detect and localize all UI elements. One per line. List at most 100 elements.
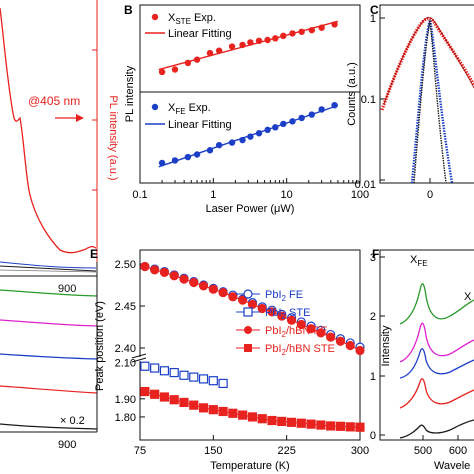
panel-c: C Counts (a.u.) 1 0.1 0.01 0 <box>346 3 474 201</box>
panel-b-point-fe <box>318 106 325 113</box>
panel-e-ytick-label: 2.40 <box>115 343 136 355</box>
panel-d-green-trace <box>0 289 98 297</box>
panel-f-green-trace <box>399 283 474 325</box>
panel-e-legend-marker-ste <box>243 307 253 317</box>
panel-b-point-fe <box>184 153 192 161</box>
panel-b-point-fe <box>247 133 254 140</box>
panel-f-ytick-label: 0 <box>370 430 376 442</box>
panel-b-point-ste <box>206 49 214 57</box>
panel-f: F Intensity 0 1 2 3 500 600 XFE X Wavele <box>370 247 474 472</box>
panel-e-ytick-label: 1.80 <box>115 412 136 424</box>
panel-e-point-pbi2-hbn-fe <box>326 332 336 342</box>
panel-c-ytick-0.1: 0.1 <box>361 94 376 106</box>
panel-f-ytick-label: 2 <box>370 311 376 323</box>
panel-e-point-pbi2-hbn-fe <box>296 319 306 330</box>
panel-b-point-ste <box>308 26 315 34</box>
panel-b-xtick-label: 10 <box>281 189 293 201</box>
panel-d-black-trace <box>0 423 98 430</box>
panel-b-point-fe <box>264 126 271 134</box>
panel-d-annotation: × 0.2 <box>60 415 85 427</box>
panel-c-blue-trace <box>410 19 454 184</box>
panel-e-point-pbi2-hbn-ste <box>296 418 306 428</box>
panel-e-point-pbi2-hbn-fe <box>316 328 326 338</box>
panel-f-label: F <box>372 247 379 261</box>
panel-a-ylabel: PL intensity (a.u.) <box>107 95 119 180</box>
panel-e-point-pbi2-hbn-fe <box>208 284 218 294</box>
panel-c-xtick-0: 0 <box>427 189 433 201</box>
panel-d: × 0.2 900 <box>0 262 98 451</box>
panel-b-point-fe <box>193 151 201 158</box>
panel-e-legend: PbI2 FE PbI2 STE PbI2/hBN FE PbI2/hBN ST… <box>236 289 335 357</box>
panel-e-point-pbi2-hbn-fe <box>306 324 316 334</box>
panel-e-point-pbi2-hbn-ste <box>316 420 326 430</box>
panel-e-point-pbi2-hbn-fe <box>179 274 189 284</box>
panel-a: @405 nm PL intensity (a.u.) 900 <box>0 0 119 295</box>
panel-e-point-pbi2-ste <box>169 367 179 378</box>
panel-e-point-pbi2-ste <box>208 376 218 386</box>
panel-e-xtick-label: 300 <box>351 445 369 457</box>
panel-b-point-fe <box>298 114 305 122</box>
panel-e-axis-break <box>131 357 147 363</box>
panel-e-ytick-label: 1.90 <box>115 394 136 406</box>
panel-b-top-series <box>158 20 339 76</box>
panel-e-point-pbi2-hbn-ste <box>257 414 267 424</box>
panel-e-axis-break <box>131 353 147 359</box>
panel-e-xtick-label: 150 <box>204 445 222 457</box>
panel-b-point-ste <box>239 41 246 49</box>
panel-b-point-ste <box>158 68 166 76</box>
panel-e-legend-label: PbI2/hBN STE <box>265 343 335 357</box>
panel-b-ylabel: PL intensity <box>124 65 136 122</box>
panel-f-ticks: 0 1 2 3 500 600 <box>370 252 467 457</box>
panel-e-xtick-label: 225 <box>277 445 295 457</box>
panel-e-point-pbi2-hbn-ste <box>286 417 297 427</box>
panel-e-series <box>140 261 365 432</box>
panel-e-point-pbi2-hbn-fe <box>238 295 248 305</box>
panel-b-legend-marker-ste <box>151 13 159 21</box>
panel-a-arrow-head <box>76 114 84 122</box>
panel-f-peak-label: XFE <box>410 254 428 268</box>
panel-e-point-pbi2-hbn-fe <box>228 292 238 302</box>
panel-e: E 75 150 225 300 1.80 1.90 2.10 2.40 2.45 2.50 Pb… <box>90 247 369 472</box>
panel-b-point-ste <box>280 32 287 40</box>
panel-e-point-pbi2-hbn-fe <box>159 267 170 277</box>
panel-e-point-pbi2-hbn-ste <box>218 406 228 417</box>
panel-e-point-pbi2-ste <box>179 370 189 380</box>
panel-c-label: C <box>370 3 379 17</box>
panel-b-point-ste <box>255 37 263 44</box>
panel-b-point-fe <box>215 141 223 149</box>
panel-e-ytick-label: 2.45 <box>115 301 136 313</box>
panel-e-legend-label: PbI2 FE <box>265 289 303 303</box>
panel-a-tick-label: 900 <box>58 283 76 295</box>
panel-e-point-pbi2-hbn-ste <box>267 415 277 426</box>
panel-e-point-pbi2-hbn-ste <box>179 397 189 408</box>
panel-a-gray-spectrum <box>0 269 97 273</box>
panel-a-annotation: @405 nm <box>28 94 80 108</box>
panel-e-point-pbi2-hbn-fe <box>335 336 346 346</box>
panel-b: B 0.1 1 10 100 XSTE Exp. Linear Fitting XFE… <box>124 3 369 215</box>
panel-a-red-spectrum <box>0 7 97 254</box>
panel-e-ytick-label: 2.10 <box>115 358 136 370</box>
panel-b-point-ste <box>318 24 325 31</box>
panel-c-ytick-1: 1 <box>370 13 376 25</box>
panel-e-point-pbi2-hbn-fe <box>150 265 160 275</box>
panel-b-point-ste <box>215 47 223 54</box>
panel-e-point-pbi2-hbn-ste <box>326 421 336 431</box>
panel-e-point-pbi2-ste <box>218 378 228 389</box>
panel-e-label: E <box>90 247 98 261</box>
panel-e-legend-marker-hbn-fe <box>244 326 252 334</box>
panel-b-xtick-label: 100 <box>351 189 369 201</box>
panel-e-point-pbi2-hbn-fe <box>218 287 228 298</box>
panel-f-xlabel: Wavele <box>434 460 470 472</box>
panel-b-legend-fe: XFE Exp. <box>168 102 211 116</box>
panel-e-point-pbi2-hbn-fe <box>140 261 150 272</box>
panel-e-axis-break-cover <box>120 357 145 361</box>
panel-e-point-pbi2-hbn-fe <box>247 299 258 309</box>
panel-e-legend-marker-fe <box>243 289 253 299</box>
panel-b-xticks: 0.1 1 10 100 <box>132 178 369 201</box>
panel-e-point-pbi2-hbn-fe <box>267 307 277 317</box>
panel-e-xlabel: Temperature (K) <box>210 460 289 472</box>
panel-e-point-pbi2-ste <box>198 374 209 384</box>
panel-f-xtick-label: 600 <box>449 445 467 457</box>
panel-b-point-ste <box>184 59 192 67</box>
panel-b-point-fe <box>171 157 179 164</box>
